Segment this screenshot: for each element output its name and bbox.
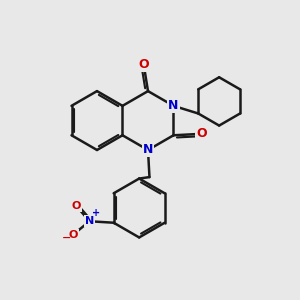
Text: O: O — [69, 230, 78, 239]
Text: N: N — [168, 99, 179, 112]
Text: O: O — [138, 58, 149, 70]
Text: O: O — [196, 127, 207, 140]
Text: O: O — [72, 201, 81, 211]
Text: +: + — [92, 208, 100, 218]
Text: −: − — [62, 232, 71, 242]
Text: N: N — [85, 216, 94, 226]
Text: N: N — [143, 143, 153, 157]
